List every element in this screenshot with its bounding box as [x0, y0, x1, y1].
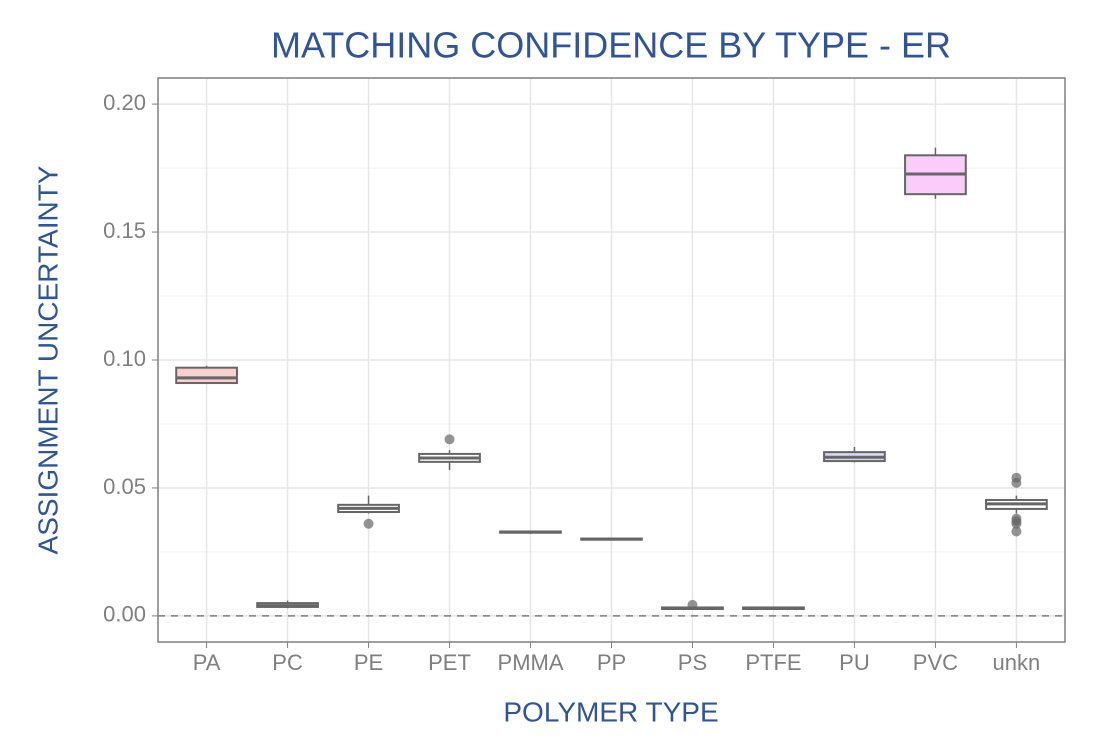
- x-tick-label: PA: [193, 650, 221, 675]
- outlier: [687, 599, 698, 610]
- x-tick-label: PET: [428, 650, 471, 675]
- outlier: [1011, 477, 1022, 488]
- y-tick-label: 0.20: [103, 90, 146, 115]
- panel-border: [157, 77, 1066, 643]
- x-tick-label: PE: [354, 650, 383, 675]
- x-tick-label: unkn: [993, 650, 1041, 675]
- y-tick-label: 0.05: [103, 474, 146, 499]
- y-tick-label: 0.10: [103, 346, 146, 371]
- x-tick-label: PC: [272, 650, 303, 675]
- box: [175, 366, 238, 385]
- outlier: [444, 434, 455, 445]
- y-tick-label: 0.15: [103, 218, 146, 243]
- x-tick-label: PVC: [913, 650, 958, 675]
- x-tick-label: PU: [839, 650, 870, 675]
- chart-title: MATCHING CONFIDENCE BY TYPE - ER: [271, 25, 951, 66]
- outlier: [1011, 518, 1022, 529]
- y-tick-label: 0.00: [103, 602, 146, 627]
- x-tick-label: PP: [597, 650, 626, 675]
- outlier: [1011, 526, 1022, 537]
- x-axis-title: POLYMER TYPE: [503, 696, 718, 727]
- outlier: [363, 518, 374, 529]
- x-tick-label: PMMA: [498, 650, 564, 675]
- x-tick-label: PS: [678, 650, 707, 675]
- x-tick-label: PTFE: [745, 650, 801, 675]
- y-axis-title: ASSIGNMENT UNCERTAINTY: [32, 165, 63, 554]
